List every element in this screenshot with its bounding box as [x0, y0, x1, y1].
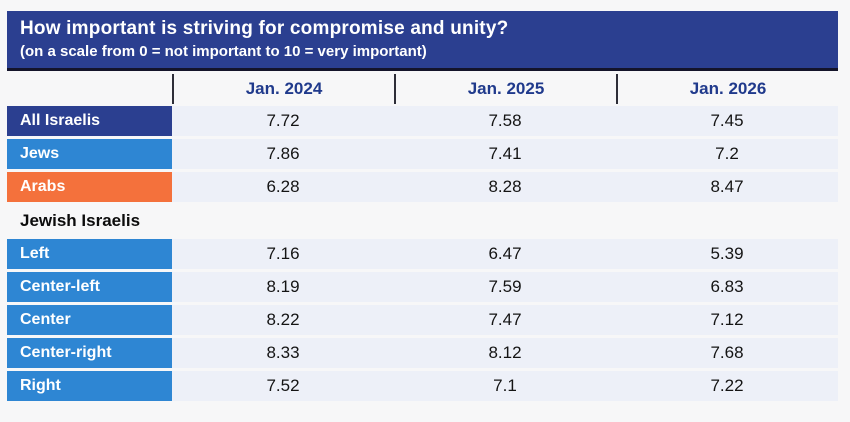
- value-cell: 7.2: [715, 144, 739, 163]
- title-banner: How important is striving for compromise…: [7, 11, 838, 71]
- value-cell: 7.41: [488, 144, 522, 163]
- value-cell: 7.72: [266, 111, 300, 130]
- value-cell: 8.12: [488, 343, 522, 362]
- table-row-arabs: Arabs 6.28 8.28 8.47: [7, 172, 838, 202]
- table-row-right: Right 7.52 7.1 7.22: [7, 371, 838, 401]
- page-subtitle: (on a scale from 0 = not important to 10…: [20, 43, 427, 60]
- value-cell: 8.19: [266, 277, 300, 296]
- row-label: Center-left: [7, 272, 172, 302]
- value-cell: 7.1: [493, 376, 517, 395]
- table-row-all-israelis: All Israelis 7.72 7.58 7.45: [7, 106, 838, 136]
- value-cell: 6.28: [266, 177, 300, 196]
- row-cells: 8.22 7.47 7.12: [172, 305, 838, 335]
- row-cells: 7.16 6.47 5.39: [172, 239, 838, 269]
- results-table: Jan. 2024 Jan. 2025 Jan. 2026 All Israel…: [7, 74, 838, 401]
- row-cells: 6.28 8.28 8.47: [172, 172, 838, 202]
- table-row-center-left: Center-left 8.19 7.59 6.83: [7, 272, 838, 302]
- value-cell: 5.39: [710, 244, 744, 263]
- value-cell: 6.83: [710, 277, 744, 296]
- table-row-center-right: Center-right 8.33 8.12 7.68: [7, 338, 838, 368]
- row-label: Arabs: [7, 172, 172, 202]
- value-cell: 7.16: [266, 244, 300, 263]
- column-header-row: Jan. 2024 Jan. 2025 Jan. 2026: [7, 74, 838, 104]
- column-header-jan-2026: Jan. 2026: [616, 74, 838, 104]
- table-row-left: Left 7.16 6.47 5.39: [7, 239, 838, 269]
- row-cells: 8.33 8.12 7.68: [172, 338, 838, 368]
- row-label: All Israelis: [7, 106, 172, 136]
- value-cell: 7.59: [488, 277, 522, 296]
- row-label: Jews: [7, 139, 172, 169]
- row-label: Left: [7, 239, 172, 269]
- column-header-jan-2025: Jan. 2025: [394, 74, 616, 104]
- value-cell: 7.12: [710, 310, 744, 329]
- section-empty-cells: [307, 205, 838, 236]
- value-cell: 7.52: [266, 376, 300, 395]
- value-cell: 7.86: [266, 144, 300, 163]
- table-row-center: Center 8.22 7.47 7.12: [7, 305, 838, 335]
- value-cell: 8.33: [266, 343, 300, 362]
- row-label: Right: [7, 371, 172, 401]
- row-cells: 7.72 7.58 7.45: [172, 106, 838, 136]
- value-cell: 8.28: [488, 177, 522, 196]
- row-cells: 7.52 7.1 7.22: [172, 371, 838, 401]
- value-cell: 7.47: [488, 310, 522, 329]
- row-cells: 7.86 7.41 7.2: [172, 139, 838, 169]
- row-label: Center: [7, 305, 172, 335]
- value-cell: 8.47: [710, 177, 744, 196]
- section-label: Jewish Israelis: [20, 210, 141, 230]
- column-header-jan-2024: Jan. 2024: [172, 74, 394, 104]
- table-body: All Israelis 7.72 7.58 7.45 Jews 7.86 7.…: [7, 106, 838, 401]
- row-label: Center-right: [7, 338, 172, 368]
- page-title: How important is striving for compromise…: [20, 18, 509, 39]
- row-cells: 8.19 7.59 6.83: [172, 272, 838, 302]
- value-cell: 8.22: [266, 310, 300, 329]
- table-row-jews: Jews 7.86 7.41 7.2: [7, 139, 838, 169]
- value-cell: 7.68: [710, 343, 744, 362]
- section-header-jewish-israelis: Jewish Israelis: [7, 205, 838, 236]
- value-cell: 7.58: [488, 111, 522, 130]
- value-cell: 7.22: [710, 376, 744, 395]
- value-cell: 7.45: [710, 111, 744, 130]
- column-header-spacer: [7, 74, 172, 104]
- value-cell: 6.47: [488, 244, 522, 263]
